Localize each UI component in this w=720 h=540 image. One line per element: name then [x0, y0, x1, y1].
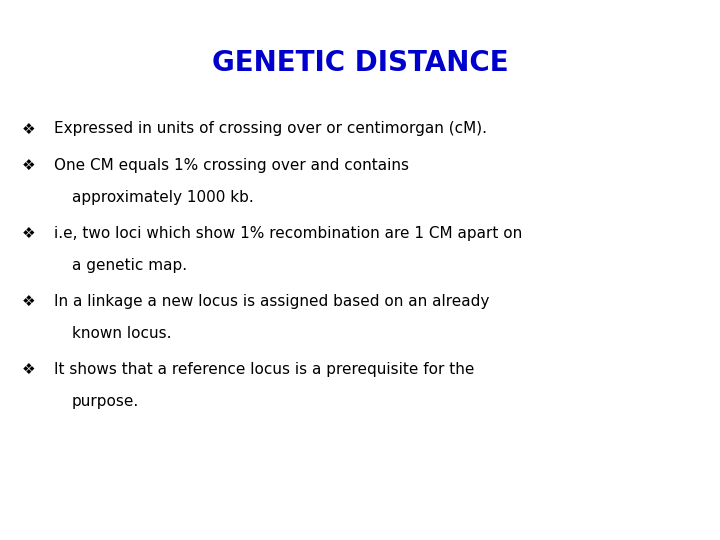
Text: One CM equals 1% crossing over and contains: One CM equals 1% crossing over and conta… — [54, 158, 409, 173]
Text: It shows that a reference locus is a prerequisite for the: It shows that a reference locus is a pre… — [54, 362, 474, 377]
Text: ❖: ❖ — [22, 122, 35, 137]
Text: i.e, two loci which show 1% recombination are 1 CM apart on: i.e, two loci which show 1% recombinatio… — [54, 226, 522, 241]
Text: ❖: ❖ — [22, 158, 35, 173]
Text: purpose.: purpose. — [72, 394, 139, 409]
Text: Expressed in units of crossing over or centimorgan (cM).: Expressed in units of crossing over or c… — [54, 122, 487, 137]
Text: known locus.: known locus. — [72, 326, 171, 341]
Text: approximately 1000 kb.: approximately 1000 kb. — [72, 190, 253, 205]
Text: a genetic map.: a genetic map. — [72, 258, 187, 273]
Text: ❖: ❖ — [22, 294, 35, 309]
Text: ❖: ❖ — [22, 362, 35, 377]
Text: In a linkage a new locus is assigned based on an already: In a linkage a new locus is assigned bas… — [54, 294, 490, 309]
Text: GENETIC DISTANCE: GENETIC DISTANCE — [212, 49, 508, 77]
Text: ❖: ❖ — [22, 226, 35, 241]
